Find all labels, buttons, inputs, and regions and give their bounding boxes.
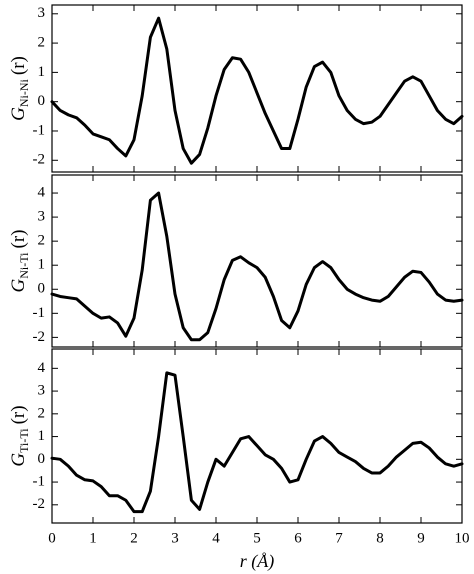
y-label-symbol: G	[8, 278, 29, 292]
x-tick-label: 0	[48, 530, 56, 546]
x-tick-label: 6	[294, 530, 302, 546]
y-tick-label: -1	[33, 473, 46, 489]
y-tick-label: 0	[38, 93, 46, 109]
y-label-subscript: Ni-Ni	[17, 78, 31, 107]
curve	[50, 371, 464, 514]
y-label-argument: (r)	[8, 405, 29, 424]
y-tick-label: 2	[38, 233, 46, 249]
y-tick-label: -1	[33, 305, 46, 321]
y-tick-label: 0	[38, 281, 46, 297]
y-label: GTi-Ti (r)	[8, 405, 30, 466]
x-tick-label: 9	[417, 530, 425, 546]
y-label: GNi-Ti (r)	[8, 230, 30, 293]
x-tick-label: 10	[455, 530, 470, 546]
y-tick-label: 3	[38, 383, 46, 399]
x-tick-label: 7	[335, 530, 343, 546]
x-label: r (Å)	[240, 551, 275, 572]
y-tick-label: 4	[38, 360, 46, 376]
y-tick-label: -2	[33, 329, 46, 345]
y-label-subscript: Ti-Ti	[17, 428, 31, 453]
y-label-symbol: G	[8, 453, 29, 467]
y-label-subscript: Ni-Ti	[17, 252, 31, 279]
y-tick-label: 3	[38, 5, 46, 21]
curve	[50, 191, 464, 342]
y-tick-label: 0	[38, 451, 46, 467]
y-tick-label: 1	[38, 428, 46, 444]
y-label: GNi-Ni (r)	[8, 56, 30, 121]
x-tick-label: 5	[253, 530, 261, 546]
y-label-argument: (r)	[8, 230, 29, 249]
y-label-argument: (r)	[8, 56, 29, 75]
y-tick-label: 2	[38, 35, 46, 51]
x-tick-label: 2	[130, 530, 138, 546]
y-tick-label: 1	[38, 257, 46, 273]
y-tick-label: 2	[38, 405, 46, 421]
x-tick-label: 3	[171, 530, 179, 546]
y-tick-label: -2	[33, 152, 46, 168]
x-tick-label: 4	[212, 530, 220, 546]
x-tick-label: 8	[376, 530, 384, 546]
y-tick-label: 1	[38, 64, 46, 80]
y-tick-label: 4	[38, 184, 46, 200]
y-tick-label: -1	[33, 122, 46, 138]
curve	[50, 16, 464, 165]
y-tick-label: -2	[33, 496, 46, 512]
y-tick-label: 3	[38, 209, 46, 225]
x-tick-label: 1	[89, 530, 97, 546]
y-label-symbol: G	[8, 107, 29, 121]
